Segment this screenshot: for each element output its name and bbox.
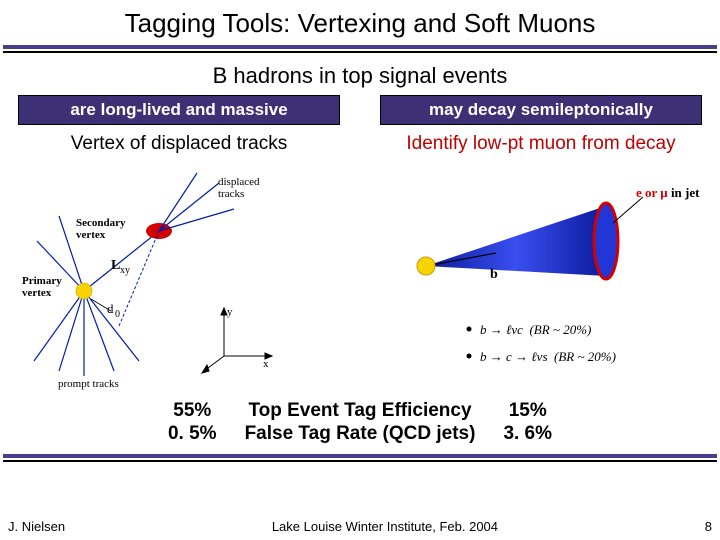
- label-primary-vertex: Primaryvertex: [22, 275, 62, 299]
- stats-right: 15% 3. 6%: [503, 400, 552, 446]
- stat-eff-right: 15%: [503, 400, 552, 423]
- svg-text:d: d: [107, 301, 114, 316]
- footer-author: J. Nielsen: [8, 519, 65, 534]
- title-underline-black: [3, 51, 717, 53]
- label-y-axis: y: [227, 306, 233, 318]
- left-banner: are long-lived and massive: [18, 95, 340, 125]
- right-banner: may decay semileptonically: [380, 95, 702, 125]
- svg-text:0: 0: [115, 309, 120, 320]
- slide-title: Tagging Tools: Vertexing and Soft Muons: [0, 0, 720, 39]
- right-column: may decay semileptonically Identify low-…: [380, 95, 702, 396]
- muon-diagram: e or μ in jet b b → ℓνc (BR ~ 20%) b → c…: [380, 161, 702, 396]
- stat-label-eff: Top Event Tag Efficiency: [245, 400, 476, 423]
- footer: J. Nielsen Lake Louise Winter Institute,…: [0, 515, 720, 538]
- label-e-or-mu: e or μ in jet: [636, 185, 699, 201]
- stats-labels: Top Event Tag Efficiency False Tag Rate …: [245, 400, 476, 446]
- svg-text:xy: xy: [120, 265, 130, 276]
- label-br1: b → ℓνc (BR ~ 20%): [480, 322, 591, 338]
- footer-underline-purple: [3, 454, 717, 458]
- title-underline: [3, 45, 717, 49]
- label-x-axis: x: [263, 358, 269, 370]
- stat-false-left: 0. 5%: [168, 423, 217, 446]
- vertex-diagram: L xy d 0 displacedtracks Secondaryv: [18, 161, 340, 396]
- label-secondary-vertex: Secondaryvertex: [76, 217, 126, 241]
- footer-venue: Lake Louise Winter Institute, Feb. 2004: [272, 519, 498, 534]
- svg-text:L: L: [111, 258, 120, 273]
- left-column: are long-lived and massive Vertex of dis…: [18, 95, 340, 396]
- stats-left: 55% 0. 5%: [168, 400, 217, 446]
- left-subheading: Vertex of displaced tracks: [18, 133, 340, 155]
- stat-false-right: 3. 6%: [503, 423, 552, 446]
- label-displaced-tracks: displacedtracks: [218, 176, 260, 200]
- label-prompt-tracks: prompt tracks: [58, 378, 119, 390]
- stat-label-false: False Tag Rate (QCD jets): [245, 423, 476, 446]
- label-br2: b → c → ℓνs (BR ~ 20%): [480, 349, 616, 365]
- right-subheading: Identify low-pt muon from decay: [380, 133, 702, 155]
- slide-subtitle: B hadrons in top signal events: [0, 63, 720, 89]
- stats-row: 55% 0. 5% Top Event Tag Efficiency False…: [0, 400, 720, 446]
- footer-page: 8: [705, 519, 712, 534]
- label-b-quark: b: [490, 267, 498, 283]
- footer-underline-black: [3, 460, 717, 462]
- stat-eff-left: 55%: [168, 400, 217, 423]
